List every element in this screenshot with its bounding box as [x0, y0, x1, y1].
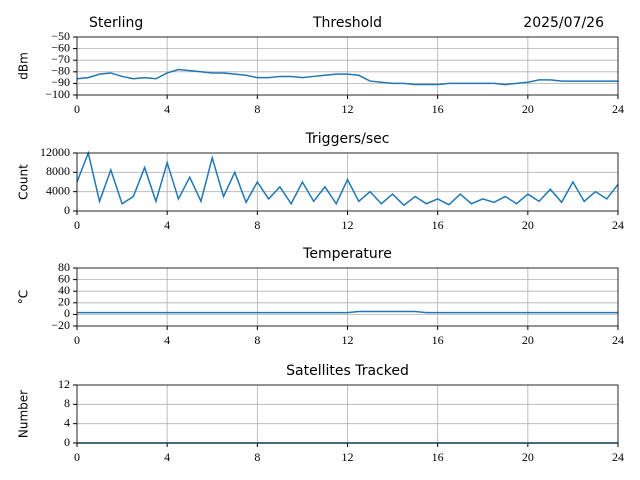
x-tick-label: 12 [342, 450, 354, 464]
y-axis-label: Count [17, 164, 31, 200]
axes-frame [76, 384, 619, 444]
data-line [76, 150, 619, 207]
x-tick-label: 16 [432, 102, 444, 116]
x-tick-label: 0 [74, 102, 80, 116]
date-label: 2025/07/26 [523, 15, 604, 31]
x-tick-label: 12 [342, 333, 354, 347]
x-tick-label: 24 [612, 333, 624, 347]
y-tick-label: 0 [64, 306, 70, 320]
x-tick-label: 4 [164, 333, 170, 347]
x-tick-label: 8 [254, 333, 260, 347]
x-tick-label: 24 [612, 102, 624, 116]
x-tick-label: 24 [612, 218, 624, 232]
y-tick-label: 20 [58, 295, 70, 309]
x-tick-label: 20 [522, 333, 534, 347]
y-tick-label: −80 [51, 64, 70, 78]
y-tick-label: 8000 [46, 164, 70, 178]
y-tick-label: 4000 [46, 183, 70, 197]
x-tick-label: 0 [74, 333, 80, 347]
subplot-title: Satellites Tracked [286, 363, 409, 379]
x-tick-label: 16 [432, 450, 444, 464]
x-tick-label: 0 [74, 218, 80, 232]
axes-frame [76, 152, 619, 212]
y-tick-label: −90 [51, 75, 70, 89]
subplot-title: Threshold [312, 15, 382, 31]
y-axis-label: °C [17, 290, 31, 304]
y-tick-label: 8 [64, 396, 70, 410]
x-tick-label: 20 [522, 450, 534, 464]
y-tick-label: 12 [58, 377, 70, 391]
x-tick-label: 16 [432, 333, 444, 347]
station-label: Sterling [89, 15, 143, 31]
x-tick-label: 8 [254, 450, 260, 464]
data-line [77, 310, 618, 314]
subplot-title: Temperature [302, 246, 392, 262]
x-tick-label: 12 [342, 102, 354, 116]
y-tick-label: 4 [64, 415, 70, 429]
x-tick-label: 20 [522, 102, 534, 116]
x-tick-label: 16 [432, 218, 444, 232]
x-tick-label: 4 [164, 218, 170, 232]
y-axis-label: dBm [17, 52, 31, 80]
y-tick-label: −50 [51, 29, 70, 43]
y-axis-label: Number [17, 390, 31, 438]
x-tick-label: 0 [74, 450, 80, 464]
x-tick-label: 12 [342, 218, 354, 232]
y-tick-label: 60 [58, 271, 70, 285]
y-tick-label: 0 [64, 203, 70, 217]
subplot-title: Triggers/sec [305, 131, 390, 147]
axes-frame [76, 267, 619, 327]
y-tick-label: −70 [51, 52, 70, 66]
x-tick-label: 4 [164, 102, 170, 116]
y-tick-label: 0 [64, 435, 70, 449]
x-tick-label: 4 [164, 450, 170, 464]
y-tick-label: 12000 [40, 145, 70, 159]
x-tick-label: 8 [254, 218, 260, 232]
y-tick-label: −60 [51, 40, 70, 54]
x-tick-label: 8 [254, 102, 260, 116]
y-tick-label: 40 [58, 283, 70, 297]
x-tick-label: 24 [612, 450, 624, 464]
y-tick-label: −20 [51, 318, 70, 332]
data-line [76, 68, 618, 86]
axes-frame [76, 36, 619, 96]
x-tick-label: 20 [522, 218, 534, 232]
y-tick-label: −100 [45, 87, 70, 101]
y-tick-label: 80 [58, 260, 70, 274]
